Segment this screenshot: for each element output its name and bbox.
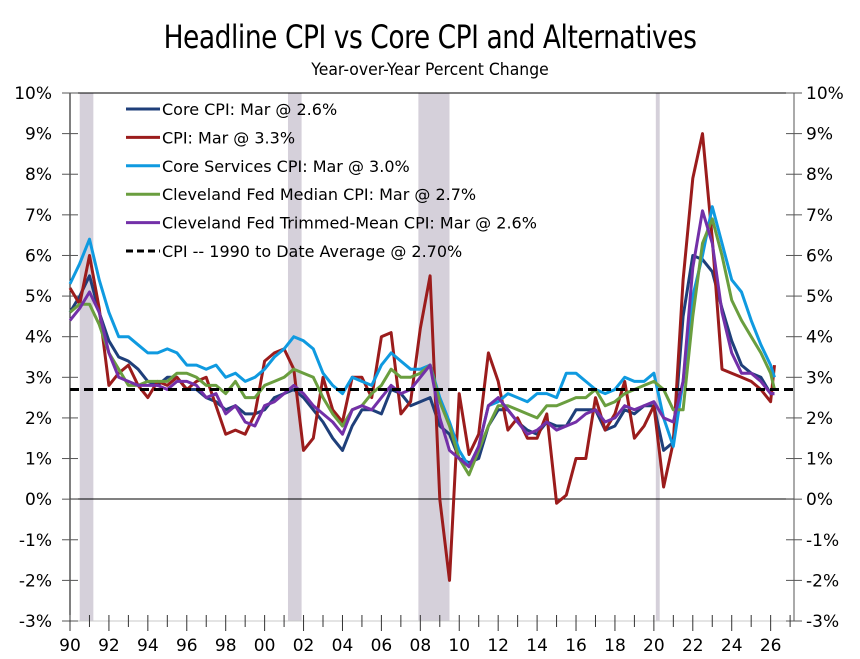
x-tick-label: 02 (293, 636, 315, 656)
y-tick-label-left: 9% (25, 125, 52, 145)
x-axis-ticks: 90 92 94 96 98 00 02 04 06 08 10 12 14 16 18 20 22 24 26 (59, 615, 791, 656)
y-tick-label-left: 0% (25, 490, 52, 510)
chart-title: Headline CPI vs Core CPI and Alternative… (163, 18, 697, 56)
y-tick-label-left: -1% (19, 531, 52, 551)
series-line (68, 205, 776, 469)
y-tick-label-right: -1% (806, 531, 839, 551)
x-tick-label: 90 (59, 636, 81, 656)
y-tick-label-right: 0% (806, 490, 833, 510)
legend-label: CPI -- 1990 to Date Average @ 2.70% (162, 242, 462, 261)
y-tick-label-left: 7% (25, 206, 52, 226)
recession-band (655, 93, 660, 621)
x-tick-label: 00 (254, 636, 276, 656)
x-tick-label: 06 (371, 636, 393, 656)
y-tick-label-right: -2% (806, 571, 839, 591)
y-tick-label-left: 2% (25, 409, 52, 429)
x-tick-label: 08 (410, 636, 432, 656)
x-tick-label: 22 (682, 636, 704, 656)
y-tick-label-right: 4% (806, 328, 833, 348)
legend-label: Cleveland Fed Trimmed-Mean CPI: Mar @ 2.… (162, 214, 537, 233)
x-tick-label: 16 (565, 636, 587, 656)
x-tick-label: 26 (760, 636, 782, 656)
x-tick-label: 94 (137, 636, 159, 656)
y-tick-label-left: -3% (19, 612, 52, 632)
x-tick-label: 10 (448, 636, 470, 656)
x-tick-label: 18 (604, 636, 626, 656)
recession-band (287, 93, 302, 621)
y-tick-label-left: -2% (19, 571, 52, 591)
legend: Core CPI: Mar @ 2.6% CPI: Mar @ 3.3% Core … (126, 100, 537, 261)
y-tick-label-right: 10% (806, 84, 844, 104)
x-tick-label: 92 (98, 636, 120, 656)
y-tick-label-left: 1% (25, 450, 52, 470)
x-tick-label: 14 (526, 636, 548, 656)
recession-bands (79, 93, 660, 621)
y-tick-label-right: 6% (806, 246, 833, 266)
legend-label: Core Services CPI: Mar @ 3.0% (162, 157, 410, 176)
chart-subtitle: Year-over-Year Percent Change (311, 60, 549, 80)
x-tick-label: 24 (721, 636, 743, 656)
recession-band (79, 93, 94, 621)
y-tick-label-left: 5% (25, 287, 52, 307)
y-tick-label-left: 10% (14, 84, 52, 104)
y-tick-label-right: 5% (806, 287, 833, 307)
series-line (68, 209, 775, 469)
y-axis-ticks: 10% 10% 9% 9% 8% 8% 7% 7% 6% 6% 5% 5% 4% 4% 3% 3% 2% 2% 1%… (14, 84, 844, 632)
legend-label: Core CPI: Mar @ 2.6% (162, 100, 337, 119)
x-tick-label: 20 (643, 636, 665, 656)
legend-label: Cleveland Fed Median CPI: Mar @ 2.7% (162, 185, 476, 204)
x-tick-label: 12 (487, 636, 509, 656)
y-tick-label-right: 9% (806, 125, 833, 145)
y-tick-label-left: 4% (25, 328, 52, 348)
y-tick-label-left: 6% (25, 246, 52, 266)
x-tick-label: 04 (332, 636, 354, 656)
y-tick-label-right: 3% (806, 368, 833, 388)
y-tick-label-right: 7% (806, 206, 833, 226)
x-tick-label: 98 (215, 636, 237, 656)
x-tick-label: 96 (176, 636, 198, 656)
legend-label: CPI: Mar @ 3.3% (162, 128, 295, 147)
y-tick-label-left: 3% (25, 368, 52, 388)
y-tick-label-right: 2% (806, 409, 833, 429)
y-tick-label-right: -3% (806, 612, 839, 632)
y-tick-label-left: 8% (25, 165, 52, 185)
y-tick-label-right: 8% (806, 165, 833, 185)
y-tick-label-right: 1% (806, 450, 833, 470)
